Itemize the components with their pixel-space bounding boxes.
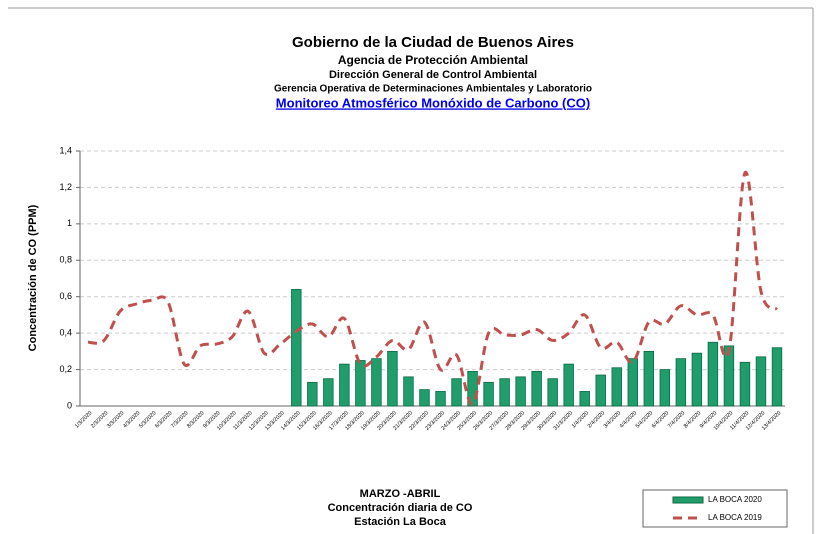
bar bbox=[659, 369, 671, 407]
bar bbox=[547, 378, 558, 407]
y-tick-label: 0,2 bbox=[59, 364, 72, 374]
legend-swatch bbox=[672, 496, 704, 504]
y-tick-label: 1,4 bbox=[59, 145, 72, 155]
bar bbox=[771, 347, 783, 407]
y-axis-label: Concentración de CO (PPM) bbox=[27, 204, 39, 351]
bar bbox=[403, 376, 414, 407]
bar bbox=[483, 381, 494, 407]
y-tick-label: 1,2 bbox=[59, 182, 72, 192]
bar bbox=[467, 370, 478, 407]
y-tick-label: 0,6 bbox=[59, 291, 72, 301]
bar bbox=[579, 391, 590, 407]
x-axis-label: MARZO -ABRIL bbox=[360, 488, 441, 500]
bar bbox=[707, 341, 719, 407]
bar bbox=[627, 358, 638, 407]
bar bbox=[675, 358, 687, 407]
legend-box bbox=[642, 489, 788, 528]
bar bbox=[323, 378, 334, 407]
bar bbox=[371, 358, 382, 407]
bar bbox=[387, 350, 398, 407]
bar bbox=[595, 374, 606, 407]
y-tick-label: 0,8 bbox=[59, 255, 72, 265]
bar bbox=[755, 356, 767, 407]
bar bbox=[451, 378, 462, 407]
bar bbox=[419, 389, 430, 407]
y-tick-label: 1 bbox=[67, 218, 72, 228]
subtitle: Agencia de Protección Ambiental bbox=[338, 53, 528, 67]
legend-label: LA BOCA 2020 bbox=[708, 495, 762, 504]
y-tick-label: 0,4 bbox=[59, 328, 72, 338]
subtitle: Gerencia Operativa de Determinaciones Am… bbox=[274, 84, 592, 95]
bar bbox=[611, 367, 622, 407]
link-title[interactable]: Monitoreo Atmosférico Monóxido de Carbon… bbox=[276, 95, 590, 110]
bar bbox=[515, 376, 526, 407]
bar bbox=[563, 363, 574, 407]
x-axis-label: Concentración diaria de CO bbox=[328, 502, 473, 514]
y-tick-label: 0 bbox=[67, 400, 72, 410]
chart-title: Gobierno de la Ciudad de Buenos Aires bbox=[292, 34, 574, 51]
bar bbox=[643, 350, 655, 407]
bar bbox=[291, 289, 302, 407]
bar bbox=[307, 381, 318, 407]
bar bbox=[339, 363, 350, 407]
bar bbox=[691, 352, 703, 407]
bar bbox=[435, 391, 446, 407]
x-axis-label: Estación La Boca bbox=[354, 516, 447, 528]
bar bbox=[355, 360, 366, 407]
line bbox=[87, 171, 779, 406]
bar bbox=[531, 370, 542, 407]
bar bbox=[499, 378, 510, 407]
legend-label: LA BOCA 2019 bbox=[708, 513, 762, 522]
subtitle: Dirección General de Control Ambiental bbox=[329, 69, 537, 81]
bar bbox=[739, 361, 751, 407]
